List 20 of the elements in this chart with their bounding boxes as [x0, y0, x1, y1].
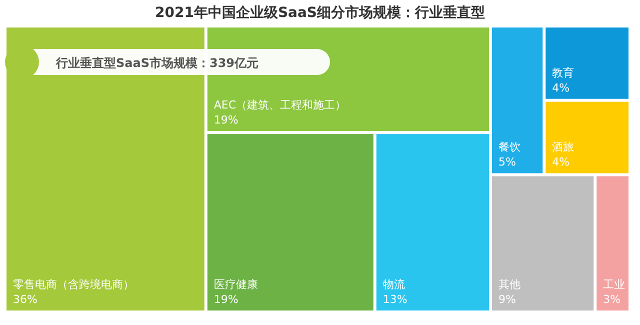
category-label: 医疗健康: [214, 278, 258, 291]
category-label: 教育: [552, 66, 574, 80]
data-label: 4%: [552, 156, 570, 169]
category-label: 工业: [603, 278, 626, 291]
category-label: 物流: [382, 278, 405, 291]
data-label: 19%: [214, 293, 238, 306]
category-label: AEC（建筑、工程和施工）: [214, 98, 346, 112]
data-label: 3%: [603, 293, 621, 306]
data-label: 13%: [382, 293, 408, 306]
data-label: 19%: [214, 114, 238, 127]
text: 行业垂直型SaaS市场规模：339亿元: [55, 56, 259, 70]
data-label: 4%: [552, 81, 570, 94]
category-label: 零售电商（含跨境电商）: [13, 278, 134, 291]
data-label: 9%: [498, 293, 516, 306]
text: 2021年中国企业级SaaS细分市场规模：行业垂直型: [154, 4, 486, 21]
category-label: 其他: [498, 278, 520, 291]
category-label: 餐饮: [498, 140, 520, 154]
data-label: 36%: [13, 293, 38, 306]
category-label: 酒旅: [552, 140, 574, 154]
data-label: 5%: [498, 156, 516, 169]
